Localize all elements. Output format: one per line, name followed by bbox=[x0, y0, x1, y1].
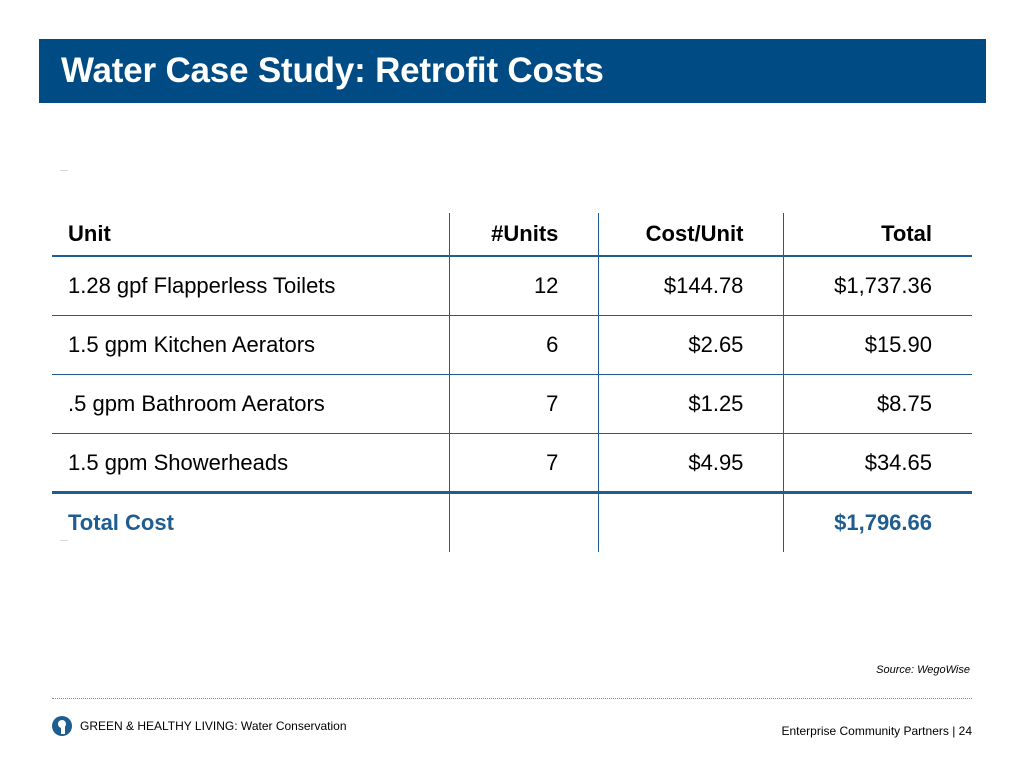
cell-unit: 1.28 gpf Flapperless Toilets bbox=[52, 256, 450, 316]
cell-units: 7 bbox=[448, 374, 599, 434]
footer-page-info: Enterprise Community Partners | 24 bbox=[781, 724, 972, 738]
cell-cost-per-unit: $4.95 bbox=[598, 433, 784, 494]
retrofit-cost-table: Unit #Units Cost/Unit Total 1.28 gpf Fla… bbox=[52, 213, 972, 552]
decorative-tick-mark bbox=[60, 540, 68, 541]
slide-title: Water Case Study: Retrofit Costs bbox=[61, 51, 604, 90]
column-header-units: #Units bbox=[448, 213, 599, 257]
cell-total: $8.75 bbox=[783, 374, 972, 434]
decorative-tick-mark bbox=[60, 170, 68, 171]
cell-units: 7 bbox=[448, 433, 599, 494]
cell-total: $15.90 bbox=[783, 315, 972, 375]
total-value: $1,796.66 bbox=[783, 492, 972, 552]
cell-units: 12 bbox=[448, 256, 599, 316]
cell-cost-per-unit: $1.25 bbox=[598, 374, 784, 434]
footer-divider bbox=[52, 698, 972, 699]
source-note: Source: WegoWise bbox=[876, 664, 970, 676]
cell-cost-per-unit: $144.78 bbox=[598, 256, 784, 316]
cell-unit: 1.5 gpm Showerheads bbox=[52, 433, 450, 494]
title-bar: Water Case Study: Retrofit Costs bbox=[39, 39, 986, 103]
table-row: 1.5 gpm Kitchen Aerators 6 $2.65 $15.90 bbox=[52, 315, 972, 375]
cell-unit: 1.5 gpm Kitchen Aerators bbox=[52, 315, 450, 375]
column-header-cost-per-unit: Cost/Unit bbox=[598, 213, 784, 257]
cell-total: $34.65 bbox=[783, 433, 972, 494]
cell-cost-per-unit bbox=[598, 492, 784, 552]
table-header-row: Unit #Units Cost/Unit Total bbox=[52, 213, 972, 257]
column-header-total: Total bbox=[783, 213, 972, 257]
table-row: .5 gpm Bathroom Aerators 7 $1.25 $8.75 bbox=[52, 374, 972, 434]
footer-section-label: GREEN & HEALTHY LIVING: Water Conservati… bbox=[80, 719, 347, 733]
cell-units bbox=[448, 492, 599, 552]
total-label: Total Cost bbox=[68, 510, 174, 535]
total-row: Total Cost $1,796.66 bbox=[52, 492, 972, 552]
cell-total: $1,737.36 bbox=[783, 256, 972, 316]
table-row: 1.5 gpm Showerheads 7 $4.95 $34.65 bbox=[52, 433, 972, 494]
column-header-unit: Unit bbox=[52, 213, 450, 257]
table-row: 1.28 gpf Flapperless Toilets 12 $144.78 … bbox=[52, 256, 972, 316]
cell-units: 6 bbox=[448, 315, 599, 375]
footer-left: GREEN & HEALTHY LIVING: Water Conservati… bbox=[52, 716, 347, 736]
cell-cost-per-unit: $2.65 bbox=[598, 315, 784, 375]
enterprise-logo-icon bbox=[52, 716, 72, 736]
cell-unit: .5 gpm Bathroom Aerators bbox=[52, 374, 450, 434]
